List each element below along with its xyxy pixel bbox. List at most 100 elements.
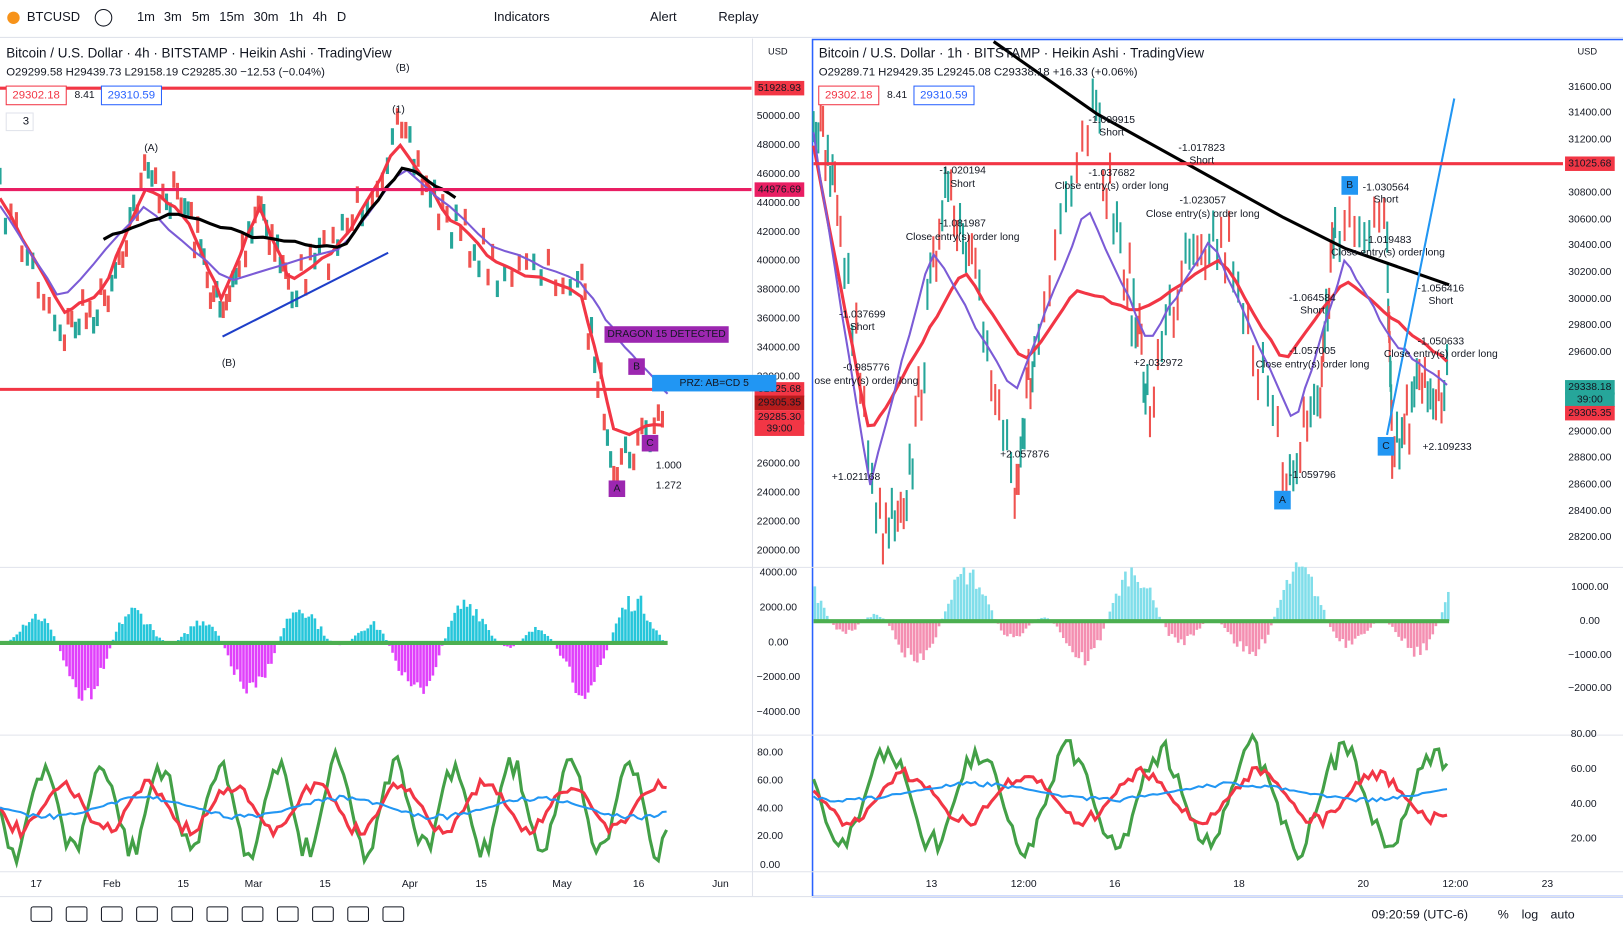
annotation: -0.985776 <box>843 362 890 373</box>
osc-bar <box>96 643 99 686</box>
osc-bar <box>1304 567 1307 621</box>
symbol[interactable]: BTCUSD <box>27 9 80 24</box>
osc-bar <box>307 617 310 643</box>
candle <box>143 154 146 171</box>
currency[interactable]: USD <box>768 46 788 56</box>
candle <box>150 170 153 187</box>
annotation: A <box>613 483 620 494</box>
osc-bar <box>252 643 255 682</box>
annotation: Close entry(s) order long <box>1384 349 1498 360</box>
osc-bar <box>481 619 484 643</box>
price-tag-label: 29338.18 <box>1568 382 1611 393</box>
candle <box>525 253 528 270</box>
ask[interactable]: 29310.59 <box>920 89 967 101</box>
osc-bar <box>1062 621 1065 638</box>
osc-bar <box>913 621 916 661</box>
osc-bar <box>1149 588 1152 622</box>
osc-bar <box>1410 621 1413 648</box>
price-axis-label: 38000.00 <box>757 285 800 296</box>
ohlc: O29299.58 H29439.73 L29158.19 C29285.30 … <box>6 67 325 79</box>
osc-bar <box>1168 621 1171 636</box>
candle <box>1349 196 1351 227</box>
log-toggle[interactable]: log <box>1522 907 1539 921</box>
alert-button[interactable]: Alert <box>650 9 677 24</box>
rsi-axis-label: 20.00 <box>757 831 783 842</box>
osc-bar <box>137 610 140 643</box>
candle <box>1257 369 1259 400</box>
annotation: -1.030564 <box>1363 182 1410 193</box>
candle <box>125 240 128 257</box>
candle <box>222 301 225 318</box>
osc-bar <box>1140 588 1143 621</box>
candle <box>63 334 66 351</box>
osc-bar <box>1065 621 1068 643</box>
time-label: 18 <box>1233 879 1245 890</box>
price-axis-label: 29800.00 <box>1568 320 1611 331</box>
candle <box>154 167 157 184</box>
interval-button[interactable]: 1m <box>137 9 155 24</box>
bid[interactable]: 29302.18 <box>825 89 872 101</box>
candle <box>1112 213 1114 244</box>
osc-bar <box>199 626 202 643</box>
osc-bar <box>68 643 71 676</box>
ask[interactable]: 29310.59 <box>108 89 155 101</box>
annotation: Short <box>1189 155 1214 166</box>
interval-button[interactable]: 15m <box>219 9 244 24</box>
osc-bar <box>248 643 251 683</box>
ohlc: O29289.71 H29429.35 L29245.08 C29338.18 … <box>819 67 1138 79</box>
osc-bar <box>255 643 258 688</box>
replay-button[interactable]: Replay <box>718 9 759 24</box>
osc-bar <box>1413 621 1416 656</box>
osc-bar <box>432 643 435 676</box>
bid[interactable]: 29302.18 <box>12 89 59 101</box>
osc-bar <box>121 624 124 643</box>
badge[interactable]: 3 <box>23 115 29 127</box>
osc-bar <box>1351 621 1354 644</box>
osc-bar <box>450 621 453 643</box>
candle <box>147 162 150 179</box>
rsi-axis-label: 60.00 <box>757 775 783 786</box>
candle <box>20 245 23 262</box>
osc-bar <box>1397 621 1400 637</box>
osc-bar <box>429 643 432 681</box>
osc-bar <box>1314 596 1317 621</box>
annotation: (A) <box>144 143 158 154</box>
candle <box>96 309 99 326</box>
osc-bar <box>1074 621 1077 657</box>
interval-button[interactable]: 30m <box>253 9 278 24</box>
osc-bar <box>1006 621 1009 636</box>
osc-bar <box>1341 621 1344 639</box>
candle <box>836 195 838 226</box>
percent-toggle[interactable]: % <box>1498 907 1509 921</box>
price-axis-label: 50000.00 <box>757 111 800 122</box>
osc-bar <box>34 614 37 643</box>
osc-bar <box>565 643 568 662</box>
osc-bar <box>578 643 581 695</box>
candle <box>37 282 40 299</box>
auto-toggle[interactable]: auto <box>1551 907 1575 921</box>
annotation: C <box>646 438 654 449</box>
price-axis-label: 31200.00 <box>1568 135 1611 146</box>
osc-bar <box>373 621 376 643</box>
currency[interactable]: USD <box>1577 46 1597 56</box>
candle <box>644 420 647 437</box>
interval-button[interactable]: 1h <box>289 9 303 24</box>
candle <box>1022 418 1024 449</box>
indicators-button[interactable]: Indicators <box>494 9 550 24</box>
candle <box>827 135 829 166</box>
interval-button[interactable]: 5m <box>192 9 210 24</box>
osc-bar <box>571 643 574 683</box>
interval-button[interactable]: 4h <box>313 9 327 24</box>
osc-bar <box>264 643 267 678</box>
price-axis-label: 28800.00 <box>1568 452 1611 463</box>
candle <box>473 244 476 261</box>
interval-button[interactable]: 3m <box>164 9 182 24</box>
interval-button[interactable]: D <box>337 9 346 24</box>
candle <box>1165 304 1167 335</box>
osc-bar <box>314 618 317 643</box>
time-label: Apr <box>402 879 419 890</box>
candle <box>496 280 499 297</box>
osc-bar <box>919 621 922 653</box>
osc-bar <box>1130 567 1133 621</box>
osc-bar <box>602 643 605 659</box>
